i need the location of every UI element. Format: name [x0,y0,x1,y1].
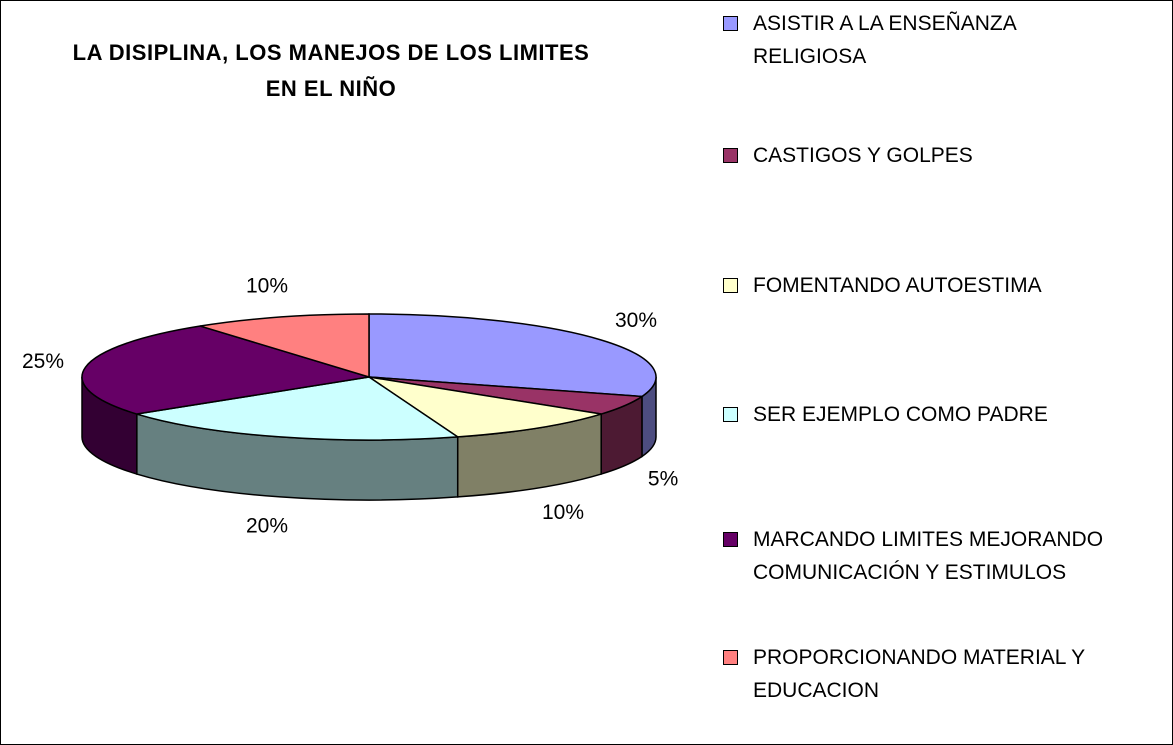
legend-item: CASTIGOS Y GOLPES [723,139,1123,172]
legend-swatch [723,407,738,422]
legend-label: ASISTIR A LA ENSEÑANZA RELIGIOSA [753,12,1016,68]
legend-swatch [723,278,738,293]
legend-swatch [723,532,738,547]
data-label: 25% [22,350,64,373]
legend-item: PROPORCIONANDO MATERIAL Y EDUCACION [723,641,1123,707]
data-label: 10% [542,501,584,524]
legend-swatch [723,650,738,665]
slice [81,325,370,415]
legend-swatch [723,148,738,163]
chart-title: LA DISIPLINA, LOS MANEJOS DE LOS LIMITES… [72,40,590,101]
slice [200,313,370,379]
data-label: 20% [246,514,288,537]
slice [368,376,602,438]
legend-item: MARCANDO LIMITES MEJORANDO COMUNICACIÓN … [723,523,1123,589]
legend-label: MARCANDO LIMITES MEJORANDO COMUNICACIÓN … [753,528,1104,584]
legend-swatch [723,16,738,31]
slice [368,313,657,398]
legend-item: SER EJEMPLO COMO PADRE [723,398,1123,431]
data-label: 30% [615,309,657,332]
data-label: 5% [648,467,678,490]
slice [136,376,460,441]
legend-label: PROPORCIONANDO MATERIAL Y EDUCACION [753,646,1085,702]
legend-item: ASISTIR A LA ENSEÑANZA RELIGIOSA [723,7,1123,73]
legend-label: CASTIGOS Y GOLPES [753,144,973,167]
legend-label: FOMENTANDO AUTOESTIMA [753,274,1042,297]
legend-item: FOMENTANDO AUTOESTIMA [723,269,1123,302]
legend-label: SER EJEMPLO COMO PADRE [753,403,1048,426]
data-label: 10% [246,275,288,298]
